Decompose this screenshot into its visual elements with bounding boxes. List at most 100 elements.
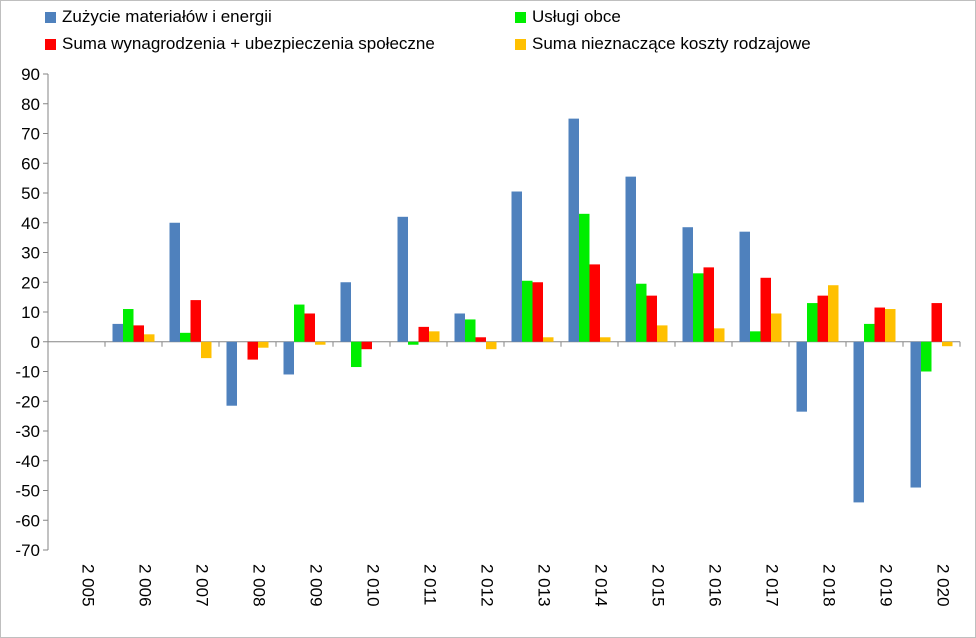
- bar-series-0-2020: [910, 341, 921, 488]
- bar-series-1-2006: [123, 309, 134, 342]
- bar-series-2-2007: [190, 300, 201, 342]
- bar-series-3-2016: [714, 328, 725, 342]
- y-tick-label: -70: [15, 541, 40, 560]
- bar-series-0-2011: [397, 216, 408, 342]
- bar-series-1-2013: [522, 280, 533, 342]
- x-tick-label: 2 015: [649, 564, 668, 607]
- bar-series-3-2008: [258, 341, 269, 348]
- bar-series-2-2012: [475, 337, 486, 342]
- legend-item-materials: Zużycie materiałów i energii: [45, 7, 272, 27]
- y-tick-label: 70: [21, 125, 40, 144]
- bar-series-2-2010: [361, 341, 372, 350]
- y-tick-label: -30: [15, 422, 40, 441]
- x-tick-label: 2 013: [535, 564, 554, 607]
- bar-series-0-2015: [625, 176, 636, 342]
- bar-series-3-2019: [885, 309, 896, 342]
- y-tick-label: -50: [15, 482, 40, 501]
- legend-swatch-salaries: [45, 38, 56, 50]
- x-tick-label: 2 018: [820, 564, 839, 607]
- bar-series-2-2015: [646, 295, 657, 342]
- bar-series-2-2013: [532, 282, 543, 342]
- y-tick-label: 10: [21, 303, 40, 322]
- bar-series-2-2009: [304, 313, 315, 342]
- x-tick-label: 2 014: [592, 564, 611, 607]
- x-tick-label: 2 011: [421, 564, 440, 605]
- bar-series-3-2007: [201, 341, 212, 359]
- bar-series-1-2017: [750, 331, 761, 342]
- x-tick-label: 2 012: [478, 564, 497, 607]
- x-tick-label: 2 016: [706, 564, 725, 607]
- bar-series-2-2018: [817, 295, 828, 342]
- bar-series-2-2006: [133, 325, 144, 342]
- legend-item-services: Usługi obce: [515, 7, 621, 27]
- bar-series-1-2007: [180, 332, 191, 342]
- bar-series-0-2017: [739, 231, 750, 342]
- bars: [112, 118, 953, 503]
- bar-series-1-2011: [408, 341, 419, 345]
- bar-series-1-2019: [864, 323, 875, 342]
- legend-swatch-other-costs: [515, 38, 526, 50]
- bar-series-2-2017: [760, 277, 771, 342]
- bar-series-3-2006: [144, 334, 155, 342]
- bar-series-3-2015: [657, 325, 668, 342]
- bar-series-0-2008: [226, 341, 237, 406]
- bar-series-2-2020: [931, 303, 942, 342]
- x-tick-label: 2 017: [763, 564, 782, 607]
- bar-series-0-2007: [169, 222, 180, 342]
- legend-item-other-costs: Suma nieznaczące koszty rodzajowe: [515, 34, 811, 54]
- labels: 90 80 70 60 50 40 30 20 10 0 -10 -20 -30 -40 -50 -60 -70…: [15, 65, 952, 607]
- legend-swatch-materials: [45, 11, 56, 23]
- bar-series-0-2014: [568, 118, 579, 342]
- y-tick-label: -60: [15, 511, 40, 530]
- bar-series-0-2016: [682, 227, 693, 342]
- bar-series-0-2009: [283, 341, 294, 375]
- bar-series-3-2011: [429, 331, 440, 342]
- x-tick-label: 2 010: [364, 564, 383, 607]
- bar-series-0-2019: [853, 341, 864, 503]
- bar-series-2-2008: [247, 341, 258, 360]
- y-tick-label: -10: [15, 363, 40, 382]
- bar-series-2-2011: [418, 326, 429, 342]
- bar-series-1-2020: [921, 341, 932, 372]
- bar-series-3-2009: [315, 341, 326, 345]
- x-tick-label: 2 019: [877, 564, 896, 607]
- y-tick-label: 20: [21, 273, 40, 292]
- legend-item-salaries: Suma wynagrodzenia + ubezpieczenia społe…: [45, 34, 435, 54]
- bar-series-1-2014: [579, 213, 590, 342]
- bar-series-1-2015: [636, 283, 647, 342]
- x-tick-label: 2 005: [79, 564, 98, 607]
- legend-label-salaries: Suma wynagrodzenia + ubezpieczenia społe…: [62, 34, 435, 53]
- legend-swatch-services: [515, 11, 526, 23]
- y-tick-label: 40: [21, 214, 40, 233]
- bar-series-2-2014: [589, 264, 600, 342]
- bar-series-1-2010: [351, 341, 362, 368]
- bar-series-3-2014: [600, 337, 611, 342]
- x-tick-label: 2 007: [193, 564, 212, 607]
- bar-series-3-2013: [543, 337, 554, 342]
- x-tick-label: 2 009: [307, 564, 326, 607]
- legend-label-other-costs: Suma nieznaczące koszty rodzajowe: [532, 34, 811, 53]
- bar-series-0-2010: [340, 282, 351, 342]
- bar-series-3-2018: [828, 285, 839, 342]
- bar-series-2-2016: [703, 267, 714, 342]
- bar-series-2-2019: [874, 307, 885, 342]
- bar-series-0-2018: [796, 341, 807, 412]
- bar-series-0-2006: [112, 323, 123, 342]
- x-tick-label: 2 008: [250, 564, 269, 607]
- y-tick-label: 0: [31, 333, 40, 352]
- y-tick-label: 90: [21, 65, 40, 84]
- bar-series-0-2012: [454, 313, 465, 342]
- bar-series-1-2018: [807, 303, 818, 342]
- bar-series-3-2017: [771, 313, 782, 342]
- legend-label-services: Usługi obce: [532, 7, 621, 26]
- bar-series-1-2009: [294, 304, 305, 342]
- legend-label-materials: Zużycie materiałów i energii: [62, 7, 272, 26]
- bar-series-0-2013: [511, 191, 522, 342]
- bar-series-1-2016: [693, 273, 704, 342]
- x-tick-label: 2 006: [136, 564, 155, 607]
- bar-series-1-2012: [465, 319, 476, 342]
- y-tick-label: 30: [21, 244, 40, 263]
- y-tick-label: 80: [21, 95, 40, 114]
